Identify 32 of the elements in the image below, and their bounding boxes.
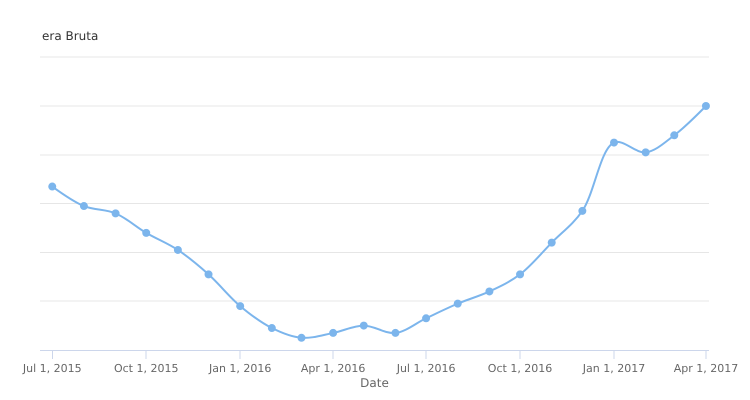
point: [236, 302, 244, 310]
point: [516, 270, 524, 278]
point: [610, 138, 618, 147]
point: [422, 314, 430, 322]
x-tick-label: Oct 1, 2016: [488, 362, 552, 376]
point: [297, 334, 306, 342]
x-tick-label: Apr 1, 2017: [674, 362, 738, 376]
point: [329, 328, 338, 337]
point: [578, 206, 586, 215]
x-tick-label: Apr 1, 2016: [300, 362, 366, 376]
point: [670, 131, 678, 140]
point: [48, 182, 56, 191]
point: [204, 270, 213, 278]
point: [485, 287, 494, 296]
point: [548, 238, 556, 247]
x-tick-label: Jan 1, 2016: [208, 362, 272, 376]
text: era Bruta: [42, 29, 98, 43]
point: [142, 228, 150, 237]
point: [80, 202, 88, 210]
point: [268, 324, 276, 332]
point: [112, 209, 120, 218]
x-tick-label: Jul 1, 2016: [396, 362, 456, 376]
point: [174, 246, 182, 254]
x-tick-label: Jul 1, 2015: [22, 362, 82, 376]
point: [642, 148, 650, 156]
x-axis-title: Date: [360, 376, 389, 390]
point: [360, 322, 368, 330]
point: [391, 328, 400, 337]
x-tick-label: Jan 1, 2017: [582, 362, 646, 376]
point: [702, 102, 710, 110]
point: [454, 300, 462, 308]
x-tick-label: Oct 1, 2015: [114, 362, 178, 376]
